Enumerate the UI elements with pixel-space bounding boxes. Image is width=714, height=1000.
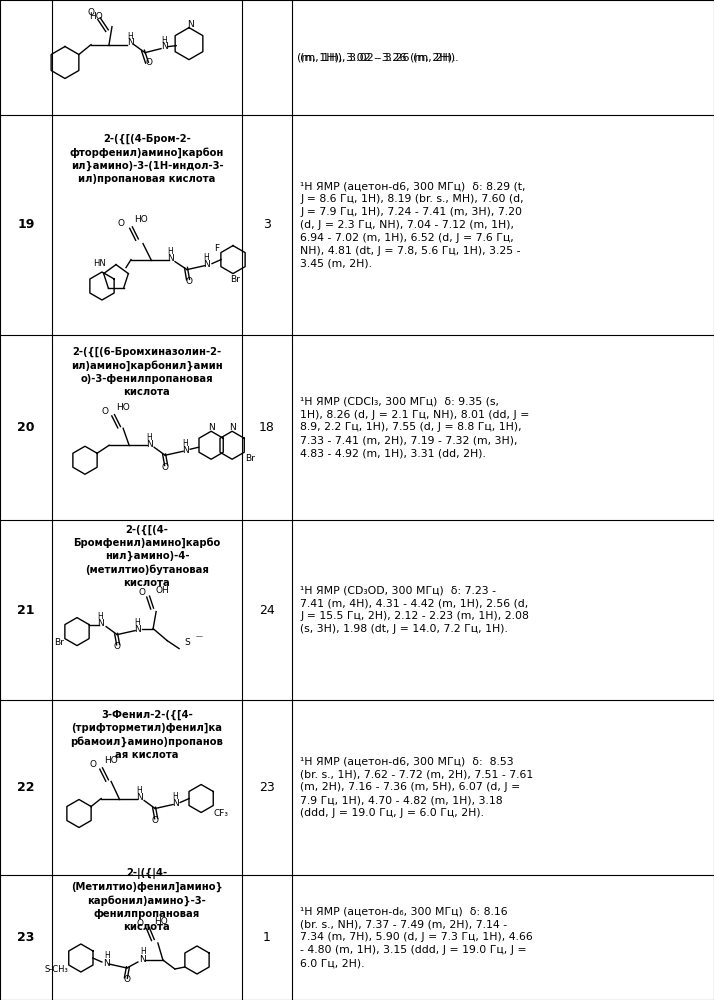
Text: N: N bbox=[188, 20, 194, 29]
Text: H: H bbox=[172, 792, 178, 801]
Text: N: N bbox=[208, 423, 214, 432]
Text: O: O bbox=[90, 760, 96, 769]
Text: H: H bbox=[146, 433, 152, 442]
Text: HO: HO bbox=[89, 12, 103, 21]
Text: O: O bbox=[114, 642, 121, 651]
Text: N: N bbox=[104, 958, 110, 968]
Text: O: O bbox=[139, 588, 146, 597]
Text: ¹H ЯМР (ацетон-d6, 300 МГц)  δ: 8.29 (t,
J = 8.6 Гц, 1H), 8.19 (br. s., MH), 7.6: ¹H ЯМР (ацетон-d6, 300 МГц) δ: 8.29 (t, … bbox=[300, 182, 526, 268]
Text: H: H bbox=[97, 612, 103, 621]
Text: N: N bbox=[228, 423, 236, 432]
Text: Br: Br bbox=[54, 638, 64, 647]
Text: HO: HO bbox=[134, 215, 148, 224]
Text: N: N bbox=[203, 260, 209, 269]
Text: 23: 23 bbox=[17, 931, 35, 944]
Text: 1: 1 bbox=[263, 931, 271, 944]
Text: O: O bbox=[186, 277, 193, 286]
Text: N: N bbox=[97, 619, 104, 628]
Text: 18: 18 bbox=[259, 421, 275, 434]
Text: O: O bbox=[101, 407, 109, 416]
Text: O: O bbox=[146, 58, 153, 67]
Text: H: H bbox=[127, 32, 133, 41]
Text: S: S bbox=[184, 638, 190, 647]
Text: O: O bbox=[161, 463, 169, 472]
Text: 19: 19 bbox=[17, 219, 35, 232]
Text: 2-|({|4-
(Метилтио)фенил]амино}
карбонил)амино}-3-
фенилпропановая
кислота: 2-|({|4- (Метилтио)фенил]амино} карбонил… bbox=[71, 868, 223, 932]
Text: N: N bbox=[182, 446, 188, 455]
Text: H: H bbox=[203, 253, 209, 262]
Text: ¹H ЯМР (ацетон-d6, 300 МГц)  δ:  8.53
(br. s., 1H), 7.62 - 7.72 (m, 2H), 7.51 - : ¹H ЯМР (ацетон-d6, 300 МГц) δ: 8.53 (br.… bbox=[300, 757, 533, 818]
Text: N: N bbox=[146, 440, 153, 449]
Text: N: N bbox=[166, 254, 174, 263]
Text: ¹H ЯМР (CDCl₃, 300 МГц)  δ: 9.35 (s,
1H), 8.26 (d, J = 2.1 Гц, NH), 8.01 (dd, J : ¹H ЯМР (CDCl₃, 300 МГц) δ: 9.35 (s, 1H),… bbox=[300, 397, 529, 458]
Text: 3-Фенил-2-({[4-
(трифторметил)фенил]ка
рбамоил}амино)пропанов
ая кислота: 3-Фенил-2-({[4- (трифторметил)фенил]ка р… bbox=[71, 710, 223, 760]
Text: 20: 20 bbox=[17, 421, 35, 434]
Text: ¹H ЯМР (CD₃OD, 300 МГц)  δ: 7.23 -
7.41 (m, 4H), 4.31 - 4.42 (m, 1H), 2.56 (d,
J: ¹H ЯМР (CD₃OD, 300 МГц) δ: 7.23 - 7.41 (… bbox=[300, 586, 529, 634]
Text: H: H bbox=[167, 247, 173, 256]
Text: (m, 1H), 3.02 - 3.26 (m, 2H).: (m, 1H), 3.02 - 3.26 (m, 2H). bbox=[297, 52, 456, 62]
Text: —: — bbox=[196, 634, 203, 640]
Text: 24: 24 bbox=[259, 603, 275, 616]
Text: H: H bbox=[182, 439, 188, 448]
Text: H: H bbox=[140, 948, 146, 956]
Text: O: O bbox=[136, 920, 144, 928]
Text: N: N bbox=[134, 625, 141, 634]
Text: Br: Br bbox=[246, 454, 255, 463]
Text: 2-({[(4-Бром-2-
фторфенил)амино]карбон
ил}амино)-3-(1Н-индол-3-
ил)пропановая ки: 2-({[(4-Бром-2- фторфенил)амино]карбон и… bbox=[70, 134, 224, 184]
Text: H: H bbox=[161, 36, 167, 45]
Text: 2-({[(4-
Бромфенил)амино]карбо
нил}амино)-4-
(метилтио)бутановая
кислота: 2-({[(4- Бромфенил)амино]карбо нил}амино… bbox=[74, 524, 221, 588]
Text: H: H bbox=[136, 786, 142, 795]
Text: N: N bbox=[136, 793, 143, 802]
Text: 23: 23 bbox=[259, 781, 275, 794]
Text: O: O bbox=[118, 219, 124, 228]
Text: (m, 1H), 3.02 - 3.26 (m, 2H).: (m, 1H), 3.02 - 3.26 (m, 2H). bbox=[300, 52, 459, 62]
Text: S-CH₃: S-CH₃ bbox=[45, 964, 69, 974]
Text: HO: HO bbox=[116, 403, 130, 412]
Text: CF₃: CF₃ bbox=[213, 809, 228, 818]
Text: H: H bbox=[134, 618, 140, 627]
Text: 21: 21 bbox=[17, 603, 35, 616]
Text: HO: HO bbox=[154, 918, 168, 926]
Text: OH: OH bbox=[155, 586, 169, 595]
Text: 22: 22 bbox=[17, 781, 35, 794]
Text: HO: HO bbox=[104, 756, 118, 765]
Text: H: H bbox=[104, 952, 110, 960]
Text: ¹H ЯМР (ацетон-d₆, 300 МГц)  δ: 8.16
(br. s., NH), 7.37 - 7.49 (m, 2H), 7.14 -
7: ¹H ЯМР (ацетон-d₆, 300 МГц) δ: 8.16 (br.… bbox=[300, 907, 533, 968]
Text: HN: HN bbox=[94, 259, 106, 268]
Text: 3: 3 bbox=[263, 219, 271, 232]
Text: O: O bbox=[124, 976, 131, 984]
Text: 2-({[(6-Бромхиназолин-2-
ил)амино]карбонил}амин
о)-3-фенилпропановая
кислота: 2-({[(6-Бромхиназолин-2- ил)амино]карбон… bbox=[71, 347, 223, 397]
Text: N: N bbox=[161, 42, 167, 51]
Text: F: F bbox=[214, 244, 219, 253]
Text: N: N bbox=[126, 38, 134, 47]
Text: O: O bbox=[88, 8, 94, 17]
Text: N: N bbox=[172, 799, 178, 808]
Text: N: N bbox=[139, 954, 146, 964]
Text: O: O bbox=[151, 816, 159, 825]
Text: Br: Br bbox=[230, 275, 240, 284]
